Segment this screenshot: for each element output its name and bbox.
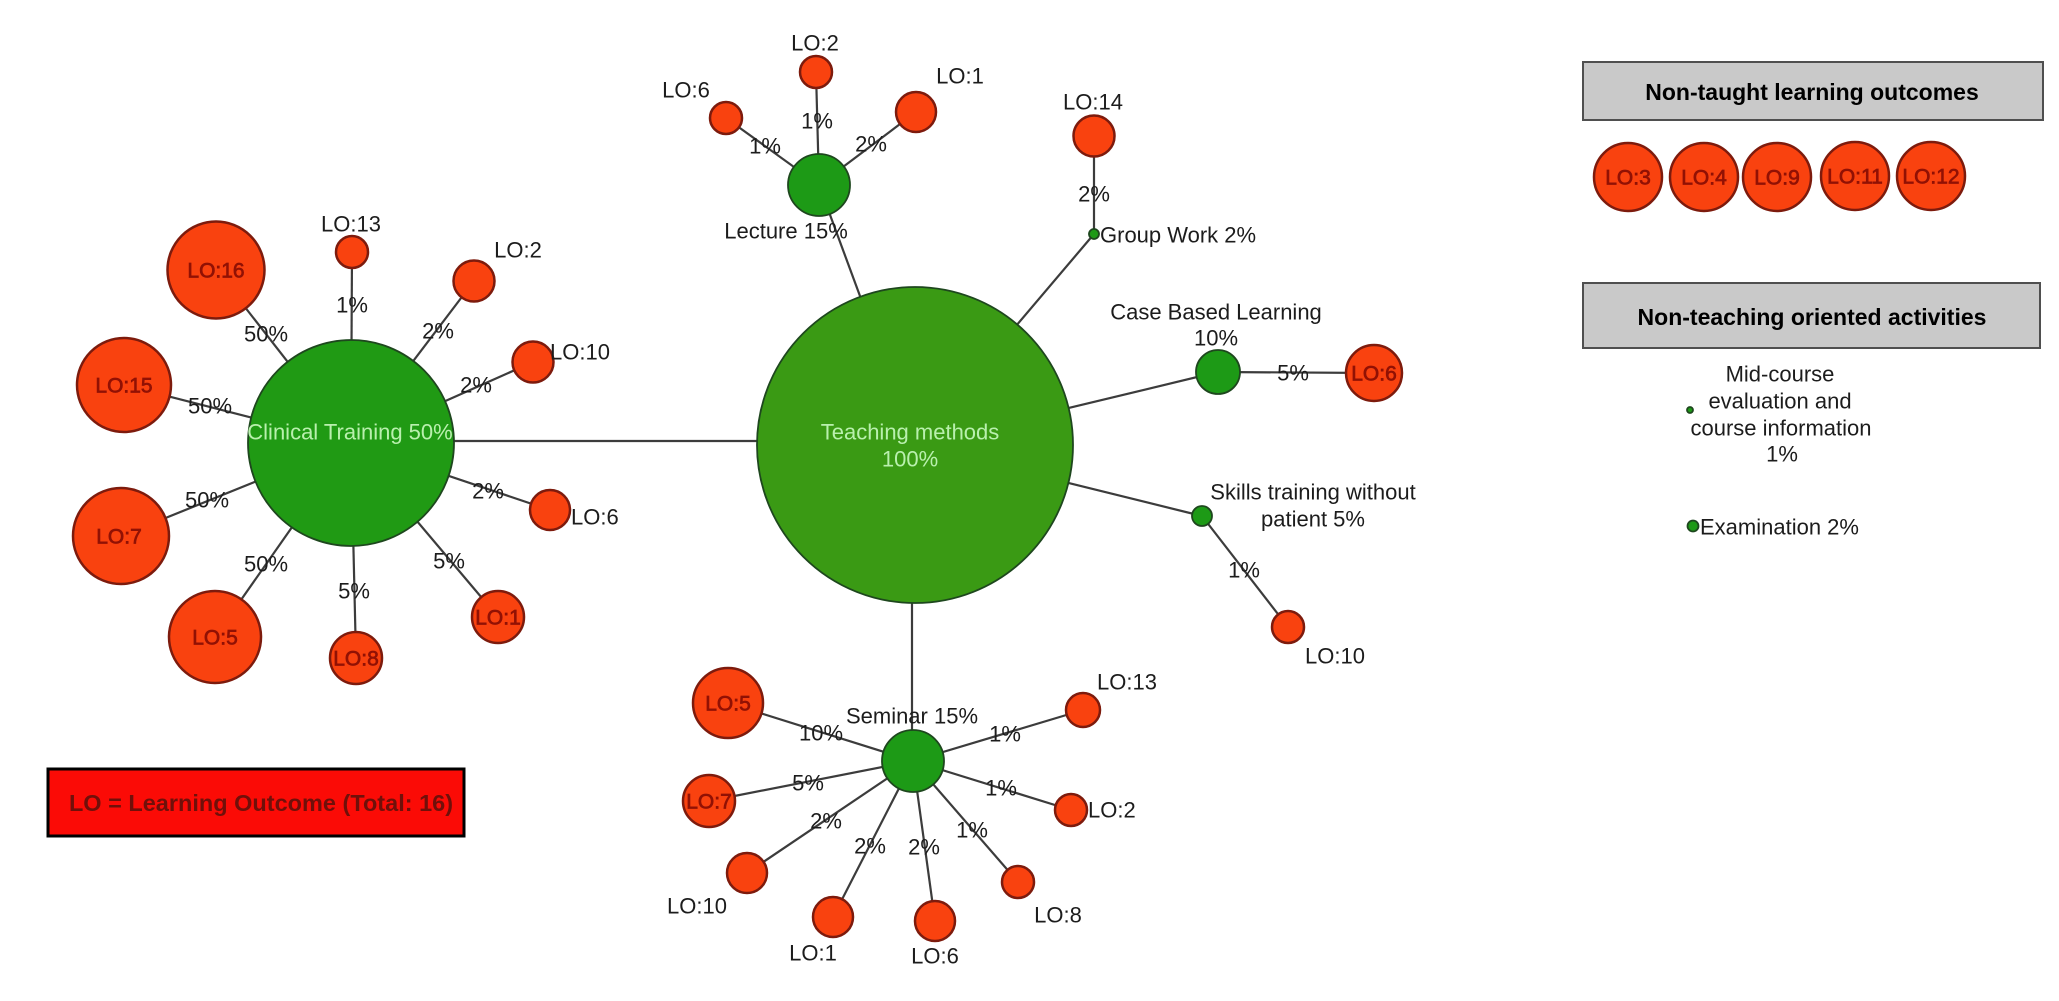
svg-text:2%: 2% [1078, 182, 1110, 207]
svg-text:50%: 50% [185, 488, 229, 513]
svg-text:Non-taught learning outcomes: Non-taught learning outcomes [1645, 79, 1979, 105]
svg-text:LO:8: LO:8 [1034, 903, 1082, 928]
svg-text:LO:10: LO:10 [667, 894, 727, 919]
svg-text:50%: 50% [244, 322, 288, 347]
svg-text:LO:1: LO:1 [475, 607, 521, 630]
svg-text:LO:6: LO:6 [1351, 363, 1397, 386]
svg-text:5%: 5% [433, 549, 465, 574]
svg-text:LO:8: LO:8 [333, 648, 379, 671]
svg-text:Non-teaching oriented activiti: Non-teaching oriented activities [1638, 304, 1987, 330]
svg-text:2%: 2% [908, 835, 940, 860]
svg-text:Seminar 15%: Seminar 15% [846, 704, 978, 729]
svg-text:1%: 1% [749, 134, 781, 159]
svg-text:LO:9: LO:9 [1754, 167, 1800, 190]
svg-text:LO:14: LO:14 [1063, 90, 1123, 115]
svg-text:5%: 5% [1277, 361, 1309, 386]
svg-text:LO:4: LO:4 [1681, 167, 1727, 190]
svg-text:LO:5: LO:5 [192, 627, 238, 650]
svg-text:Group Work 2%: Group Work 2% [1100, 223, 1256, 248]
svg-text:Mid-course: Mid-course [1726, 362, 1835, 387]
svg-text:1%: 1% [989, 722, 1021, 747]
svg-text:LO:5: LO:5 [705, 693, 751, 716]
svg-text:LO:2: LO:2 [494, 238, 542, 263]
svg-text:LO:1: LO:1 [789, 941, 837, 966]
svg-text:LO:7: LO:7 [96, 526, 142, 549]
svg-text:evaluation and: evaluation and [1708, 389, 1851, 414]
svg-text:LO:3: LO:3 [1605, 167, 1651, 190]
svg-text:LO:6: LO:6 [662, 78, 710, 103]
svg-text:5%: 5% [338, 579, 370, 604]
svg-text:1%: 1% [1228, 558, 1260, 583]
svg-text:10%: 10% [1194, 326, 1238, 351]
svg-text:2%: 2% [460, 373, 492, 398]
svg-text:Examination 2%: Examination 2% [1700, 515, 1859, 540]
svg-text:LO:13: LO:13 [321, 212, 381, 237]
svg-text:Lecture 15%: Lecture 15% [724, 219, 848, 244]
svg-text:LO:10: LO:10 [1305, 644, 1365, 669]
svg-text:2%: 2% [855, 132, 887, 157]
svg-text:2%: 2% [422, 319, 454, 344]
svg-text:LO:6: LO:6 [911, 944, 959, 969]
svg-text:5%: 5% [792, 771, 824, 796]
svg-text:50%: 50% [244, 552, 288, 577]
svg-text:100%: 100% [882, 447, 938, 472]
svg-text:1%: 1% [985, 776, 1017, 801]
svg-text:Skills training without: Skills training without [1210, 480, 1415, 505]
svg-text:LO:16: LO:16 [187, 260, 244, 283]
svg-text:patient 5%: patient 5% [1261, 507, 1365, 532]
svg-text:Case Based Learning: Case Based Learning [1110, 300, 1322, 325]
svg-text:LO:7: LO:7 [686, 791, 732, 814]
svg-text:LO:10: LO:10 [550, 340, 610, 365]
svg-text:1%: 1% [956, 818, 988, 843]
svg-text:1%: 1% [336, 293, 368, 318]
svg-text:LO:2: LO:2 [791, 31, 839, 56]
svg-text:LO:6: LO:6 [571, 505, 619, 530]
svg-text:2%: 2% [472, 479, 504, 504]
svg-text:50%: 50% [188, 394, 232, 419]
svg-text:10%: 10% [799, 721, 843, 746]
svg-text:LO:1: LO:1 [936, 64, 984, 89]
svg-text:1%: 1% [801, 109, 833, 134]
svg-text:LO = Learning Outcome (Total:: LO = Learning Outcome (Total: 16) [69, 790, 453, 816]
svg-text:course information: course information [1691, 416, 1872, 441]
svg-text:1%: 1% [1766, 442, 1798, 467]
svg-text:LO:11: LO:11 [1827, 166, 1883, 189]
svg-text:LO:13: LO:13 [1097, 670, 1157, 695]
svg-text:Teaching methods: Teaching methods [821, 420, 1000, 445]
svg-text:Clinical Training 50%: Clinical Training 50% [247, 420, 452, 445]
svg-text:LO:12: LO:12 [1902, 166, 1959, 189]
svg-text:2%: 2% [810, 809, 842, 834]
svg-text:LO:2: LO:2 [1088, 798, 1136, 823]
svg-text:LO:15: LO:15 [95, 375, 152, 398]
svg-text:2%: 2% [854, 834, 886, 859]
